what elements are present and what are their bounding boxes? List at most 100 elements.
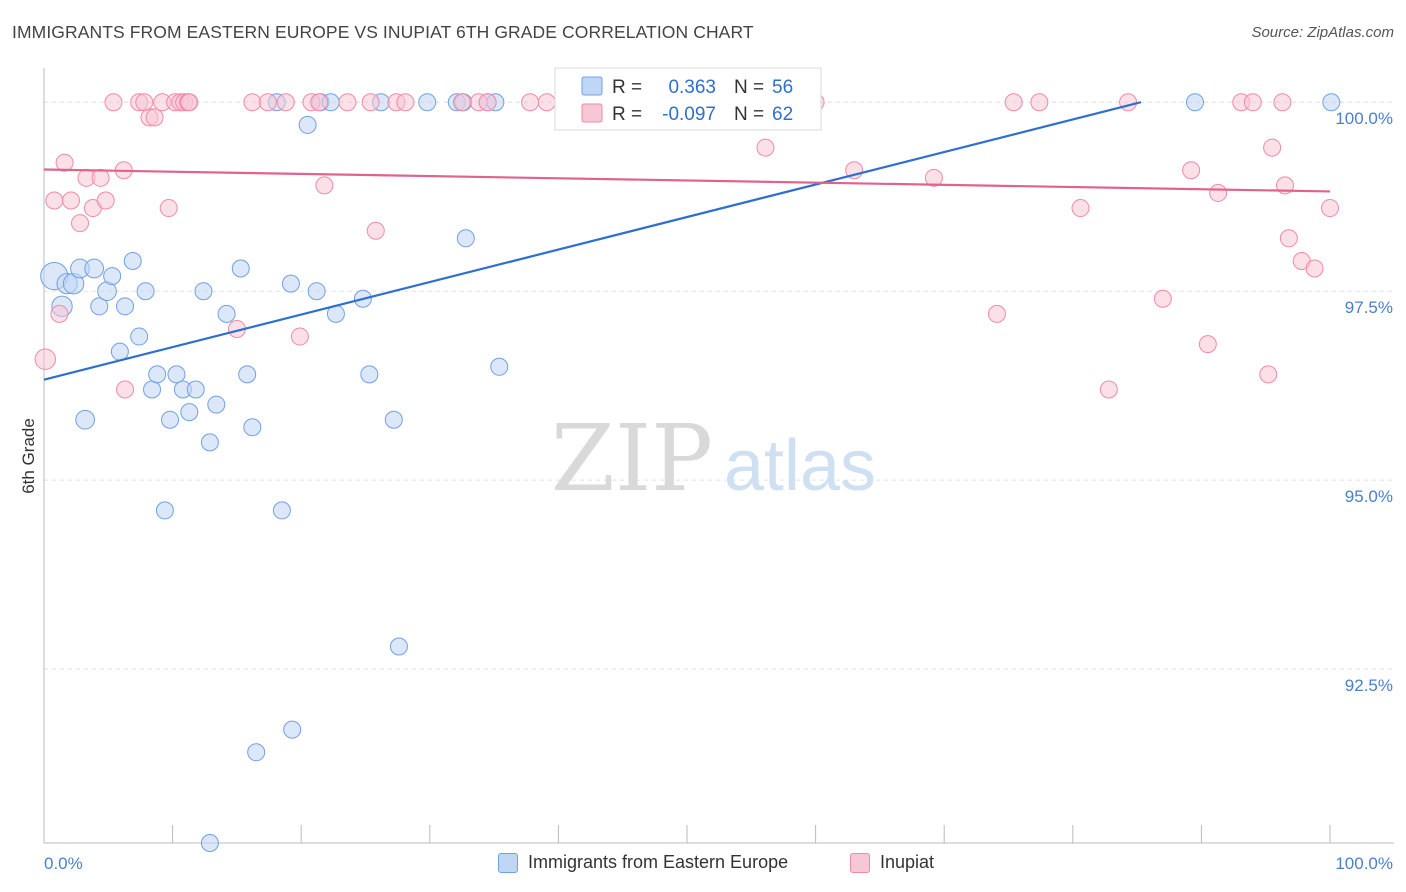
legend-r-value-1: 0.363	[668, 77, 716, 98]
data-points	[34, 93, 1341, 852]
point-eastern-europe	[167, 365, 186, 384]
point-eastern-europe	[200, 834, 219, 852]
point-inupiat	[1259, 365, 1278, 384]
legend-n-label-2: N =	[734, 104, 764, 125]
y-tick-label: 95.0%	[1345, 487, 1393, 506]
point-inupiat	[1321, 199, 1339, 218]
point-inupiat	[145, 108, 164, 127]
point-inupiat	[315, 176, 334, 195]
point-eastern-europe	[243, 418, 262, 437]
point-inupiat	[159, 199, 178, 218]
point-eastern-europe	[1185, 93, 1204, 112]
point-eastern-europe	[247, 743, 266, 762]
point-inupiat	[1099, 380, 1118, 399]
point-eastern-europe	[298, 115, 317, 134]
chart-title: IMMIGRANTS FROM EASTERN EUROPE VS INUPIA…	[12, 22, 754, 42]
legend-swatch-inupiat	[850, 852, 870, 873]
series-legend: Immigrants from Eastern Europe Inupiat	[0, 852, 1406, 878]
legend-r-label-1: R =	[612, 77, 642, 98]
legend-n-label-1: N =	[734, 77, 764, 98]
point-eastern-europe	[194, 282, 213, 301]
x-tick-label-max: 100.0%	[1335, 854, 1393, 873]
point-eastern-europe	[217, 304, 236, 323]
point-eastern-europe	[1322, 93, 1341, 112]
point-inupiat	[924, 168, 943, 187]
legend-label-eastern-europe: Immigrants from Eastern Europe	[528, 852, 789, 872]
point-inupiat	[116, 380, 135, 399]
point-inupiat	[310, 93, 329, 112]
point-inupiat	[1119, 93, 1138, 112]
point-eastern-europe	[389, 637, 408, 656]
point-eastern-europe	[283, 720, 302, 739]
point-inupiat	[71, 214, 90, 233]
point-eastern-europe	[200, 433, 219, 452]
x-tick-label-min: 0.0%	[44, 854, 83, 873]
point-inupiat	[1153, 289, 1172, 308]
point-eastern-europe	[75, 409, 96, 430]
legend-item-inupiat: Inupiat	[850, 852, 934, 873]
point-inupiat	[1030, 93, 1049, 112]
point-eastern-europe	[272, 501, 291, 520]
point-inupiat	[521, 93, 540, 112]
point-eastern-europe	[307, 282, 326, 301]
point-inupiat	[396, 93, 415, 112]
legend-swatch-pink	[581, 103, 603, 123]
point-inupiat	[537, 93, 556, 112]
point-eastern-europe	[186, 380, 205, 399]
point-inupiat	[452, 93, 471, 112]
point-eastern-europe	[130, 327, 149, 346]
point-eastern-europe	[180, 403, 199, 422]
point-eastern-europe	[161, 410, 180, 429]
point-inupiat	[290, 327, 309, 346]
trend-lines	[43, 101, 1331, 381]
axes	[43, 68, 1394, 844]
point-inupiat	[1273, 93, 1292, 112]
point-eastern-europe	[418, 93, 437, 112]
legend-r-label-2: R =	[612, 104, 642, 125]
trend-line-inupiat	[43, 168, 1331, 193]
tick-labels: 92.5% 95.0% 97.5% 100.0% 0.0% 100.0%	[44, 109, 1393, 873]
point-eastern-europe	[456, 229, 475, 248]
point-inupiat	[62, 191, 81, 210]
y-axis-label: 6th Grade	[19, 418, 38, 494]
legend-label-inupiat: Inupiat	[880, 852, 935, 872]
point-inupiat	[276, 93, 295, 112]
point-eastern-europe	[90, 297, 109, 316]
point-eastern-europe	[238, 365, 257, 384]
point-inupiat	[1071, 199, 1090, 218]
point-inupiat	[104, 93, 123, 112]
legend-swatch-blue	[581, 76, 603, 96]
point-eastern-europe	[103, 267, 122, 286]
legend-item-eastern-europe: Immigrants from Eastern Europe	[498, 852, 788, 873]
point-inupiat	[91, 168, 110, 187]
point-inupiat	[258, 93, 277, 112]
point-inupiat	[1182, 161, 1201, 180]
point-eastern-europe	[360, 365, 379, 384]
correlation-legend: R = 0.363 N = 56 R = -0.097 N = 62	[554, 67, 822, 131]
point-inupiat	[96, 191, 115, 210]
point-inupiat	[180, 93, 199, 112]
point-inupiat	[338, 93, 357, 112]
point-eastern-europe	[116, 297, 135, 316]
y-tick-label: 97.5%	[1345, 298, 1393, 317]
watermark-atlas: atlas	[724, 426, 876, 506]
legend-n-value-1: 56	[772, 77, 793, 98]
legend-r-value-2: -0.097	[662, 104, 716, 125]
point-inupiat	[55, 153, 74, 172]
trend-line-eastern-europe	[43, 101, 1142, 381]
point-inupiat	[135, 93, 154, 112]
point-eastern-europe	[231, 259, 250, 278]
point-inupiat	[478, 93, 497, 112]
point-inupiat	[1209, 183, 1228, 202]
point-inupiat	[1279, 229, 1298, 248]
point-eastern-europe	[110, 342, 129, 361]
point-inupiat	[366, 221, 385, 240]
watermark: ZIP atlas	[551, 405, 876, 512]
source-credit: Source: ZipAtlas.com	[1251, 24, 1394, 41]
legend-swatch-eastern-europe	[498, 852, 518, 873]
legend-n-value-2: 62	[772, 104, 793, 125]
point-inupiat	[45, 191, 64, 210]
point-eastern-europe	[148, 365, 167, 384]
point-eastern-europe	[123, 251, 142, 270]
